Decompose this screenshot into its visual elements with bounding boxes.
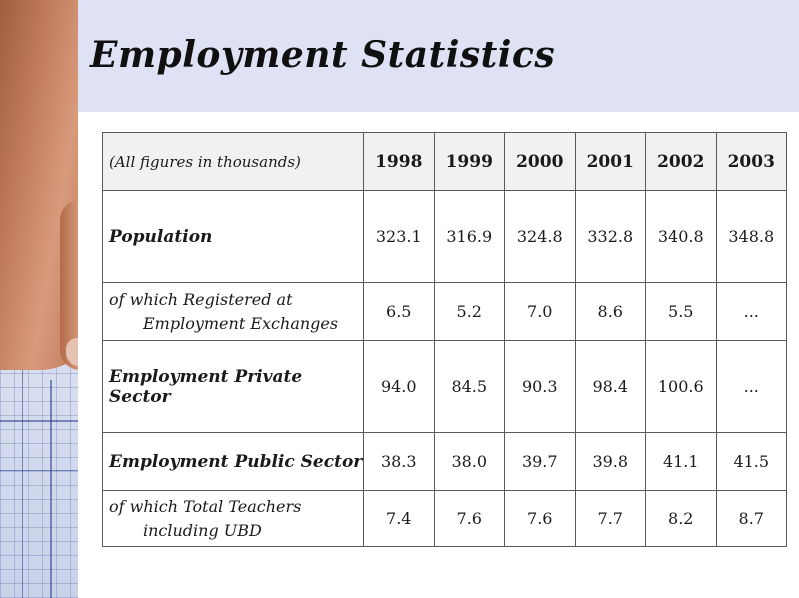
year-header: 1999 [433, 132, 505, 191]
year-header: 2001 [574, 132, 646, 191]
table-cell: 38.3 [363, 432, 435, 491]
table-cell: 7.6 [504, 490, 576, 547]
table-cell: 8.2 [645, 490, 717, 547]
pointing-finger-image [60, 200, 78, 370]
table-cell: 41.1 [645, 432, 717, 491]
row-label-line2: Employment Exchanges [143, 313, 339, 333]
table-row: Population 323.1 316.9 324.8 332.8 340.8… [102, 190, 787, 283]
table-cell: 7.7 [574, 490, 646, 547]
table-cell: 8.6 [574, 282, 646, 341]
table-cell: 316.9 [433, 190, 505, 283]
table-row: of which Registered at Employment Exchan… [102, 282, 787, 341]
table-cell: 332.8 [574, 190, 646, 283]
page-title: Employment Statistics [90, 34, 556, 76]
row-label-line1: of which Total Teachers [109, 496, 302, 516]
row-label-line2: including UBD [143, 520, 262, 540]
table-cell: 348.8 [715, 190, 787, 283]
row-label: Population [102, 190, 364, 283]
table-cell: 84.5 [433, 340, 505, 433]
table-cell: 323.1 [363, 190, 435, 283]
table-cell: ... [715, 282, 787, 341]
table-cell: 39.7 [504, 432, 576, 491]
table-row: Employment Private Sector 94.0 84.5 90.3… [102, 340, 787, 433]
row-label: Employment Private Sector [102, 340, 364, 433]
year-header: 1998 [363, 132, 435, 191]
table-cell: 90.3 [504, 340, 576, 433]
year-header: 2002 [645, 132, 717, 191]
table-cell: 7.4 [363, 490, 435, 547]
table-cell: 94.0 [363, 340, 435, 433]
table-row: of which Total Teachers including UBD 7.… [102, 490, 787, 547]
employment-table: (All figures in thousands) 1998 1999 200… [102, 132, 787, 547]
table-cell: 41.5 [715, 432, 787, 491]
year-header: 2003 [715, 132, 787, 191]
table-cell: 7.0 [504, 282, 576, 341]
decorative-photo [0, 0, 78, 598]
table-cell: 39.8 [574, 432, 646, 491]
table-cell: 98.4 [574, 340, 646, 433]
table-cell: 7.6 [433, 490, 505, 547]
table-cell: 8.7 [715, 490, 787, 547]
title-band [78, 0, 799, 112]
row-label: of which Registered at Employment Exchan… [102, 282, 364, 341]
table-cell: 324.8 [504, 190, 576, 283]
table-cell: 6.5 [363, 282, 435, 341]
fingernail-image [66, 338, 78, 366]
unit-note: (All figures in thousands) [102, 132, 364, 191]
table-row: Employment Public Sector 38.3 38.0 39.7 … [102, 432, 787, 491]
table-cell: 100.6 [645, 340, 717, 433]
table-cell: ... [715, 340, 787, 433]
table-cell: 340.8 [645, 190, 717, 283]
table-cell: 5.2 [433, 282, 505, 341]
row-label: Employment Public Sector [102, 432, 364, 491]
row-label: of which Total Teachers including UBD [102, 490, 364, 547]
table-header-row: (All figures in thousands) 1998 1999 200… [102, 132, 787, 191]
table-cell: 5.5 [645, 282, 717, 341]
row-label-line1: of which Registered at [109, 289, 293, 309]
year-header: 2000 [504, 132, 576, 191]
table-cell: 38.0 [433, 432, 505, 491]
